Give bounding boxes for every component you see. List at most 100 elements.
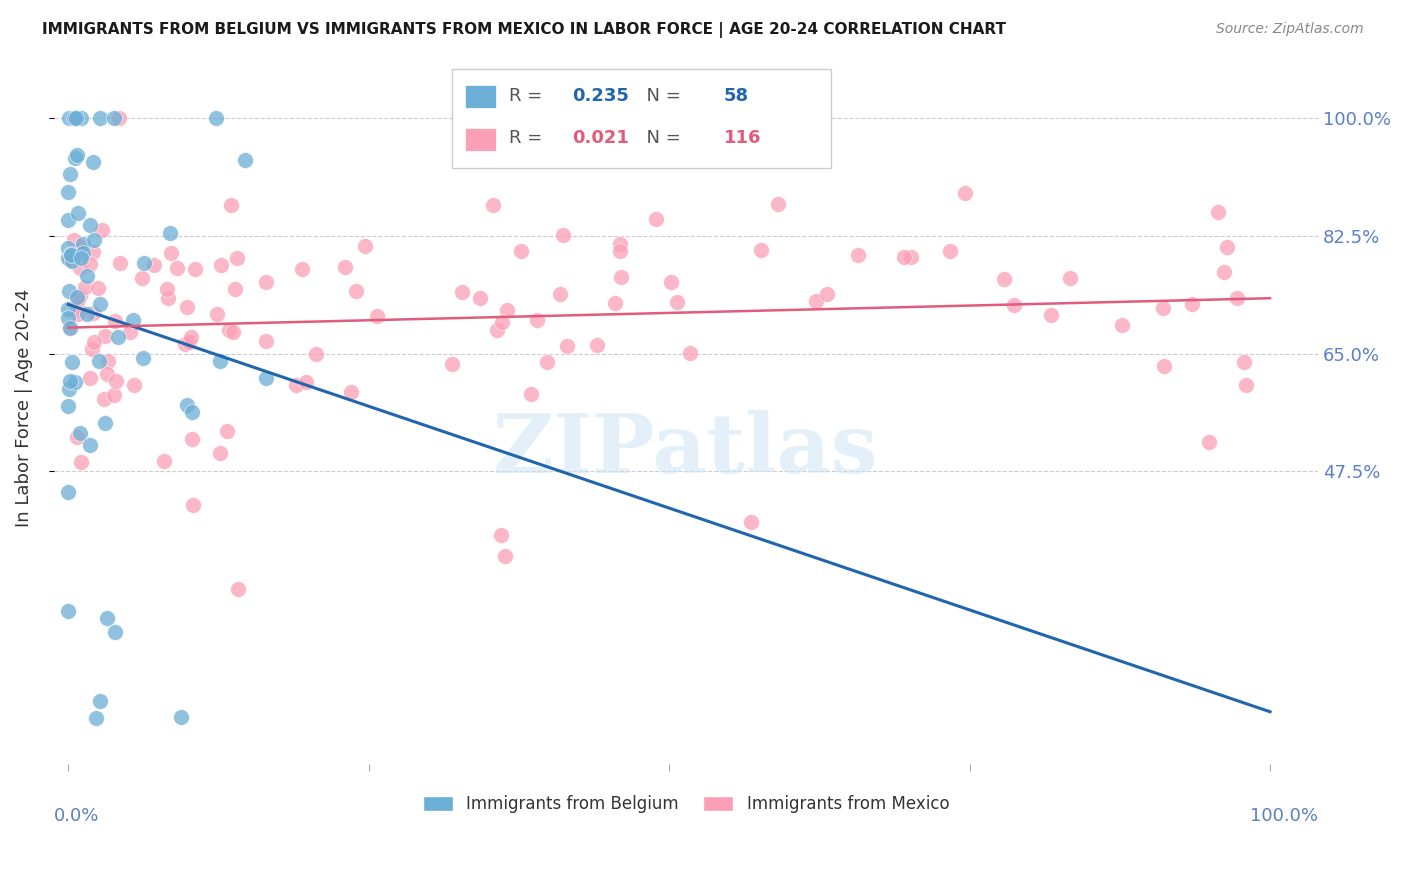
Point: [209, 354, 232, 368]
Point: [97, 353, 120, 368]
Point: [450, 285, 472, 299]
Point: [217, 424, 239, 438]
Point: [291, 261, 314, 276]
Point: [120, 325, 142, 339]
Point: [993, 272, 1015, 286]
Point: [131, 271, 153, 285]
Point: [205, 307, 228, 321]
Point: [104, 314, 127, 328]
Point: [1213, 264, 1236, 278]
Point: [553, 228, 575, 243]
Point: [103, 111, 125, 125]
Point: [89, 693, 111, 707]
Point: [254, 276, 277, 290]
Point: [84, 711, 107, 725]
Point: [69, 425, 91, 440]
Point: [159, 226, 181, 240]
Point: [89, 297, 111, 311]
Point: [79, 371, 101, 385]
Point: [76, 307, 98, 321]
Point: [72, 246, 94, 260]
Point: [83, 233, 105, 247]
Point: [59, 320, 82, 334]
FancyBboxPatch shape: [453, 69, 831, 169]
Point: [105, 374, 128, 388]
Point: [107, 330, 129, 344]
Point: [66, 206, 89, 220]
Point: [645, 212, 668, 227]
Point: [96, 367, 118, 381]
Point: [180, 330, 202, 344]
Point: [66, 290, 89, 304]
Point: [489, 528, 512, 542]
Point: [58, 301, 80, 316]
Point: [59, 374, 82, 388]
Point: [70, 455, 93, 469]
Point: [510, 244, 533, 259]
Point: [155, 282, 177, 296]
Point: [96, 610, 118, 624]
Point: [1198, 435, 1220, 450]
Point: [70, 111, 93, 125]
Point: [183, 262, 205, 277]
Point: [536, 355, 558, 369]
Point: [73, 279, 96, 293]
Point: [79, 219, 101, 233]
Point: [59, 248, 82, 262]
Point: [58, 111, 80, 125]
Point: [893, 250, 915, 264]
Point: [585, 338, 607, 352]
Point: [122, 312, 145, 326]
Point: [766, 196, 789, 211]
Point: [305, 347, 328, 361]
Point: [67, 292, 90, 306]
Point: [89, 111, 111, 125]
Point: [235, 153, 257, 167]
Point: [83, 335, 105, 350]
Bar: [465, 85, 496, 108]
Legend: Immigrants from Belgium, Immigrants from Mexico: Immigrants from Belgium, Immigrants from…: [416, 789, 956, 820]
Point: [58, 310, 80, 325]
Text: N =: N =: [636, 87, 688, 104]
Point: [82, 343, 104, 357]
Point: [548, 287, 571, 301]
Point: [254, 334, 277, 349]
Point: [94, 416, 117, 430]
Point: [176, 300, 198, 314]
Point: [740, 515, 762, 529]
Point: [70, 240, 93, 254]
Text: Source: ZipAtlas.com: Source: ZipAtlas.com: [1216, 22, 1364, 37]
Point: [804, 293, 827, 308]
Point: [354, 239, 377, 253]
Point: [89, 353, 111, 368]
Point: [491, 315, 513, 329]
Point: [58, 604, 80, 618]
Point: [58, 284, 80, 298]
Point: [63, 233, 86, 247]
Point: [59, 247, 82, 261]
Point: [340, 384, 363, 399]
Point: [294, 375, 316, 389]
Point: [481, 197, 503, 211]
Bar: [465, 128, 496, 151]
Point: [222, 325, 245, 339]
Point: [226, 582, 249, 597]
Point: [69, 261, 91, 276]
Point: [1181, 296, 1204, 310]
Point: [58, 212, 80, 227]
Point: [160, 246, 183, 260]
Point: [82, 155, 104, 169]
Text: 58: 58: [724, 87, 749, 104]
Point: [1152, 301, 1174, 316]
Point: [166, 261, 188, 276]
Point: [82, 244, 104, 259]
Point: [122, 378, 145, 392]
Point: [219, 198, 242, 212]
Text: 0.021: 0.021: [572, 129, 628, 147]
Point: [344, 285, 367, 299]
Point: [108, 111, 131, 125]
Point: [156, 291, 179, 305]
Point: [58, 186, 80, 200]
Point: [59, 167, 82, 181]
Text: ZIPatlas: ZIPatlas: [494, 410, 879, 491]
